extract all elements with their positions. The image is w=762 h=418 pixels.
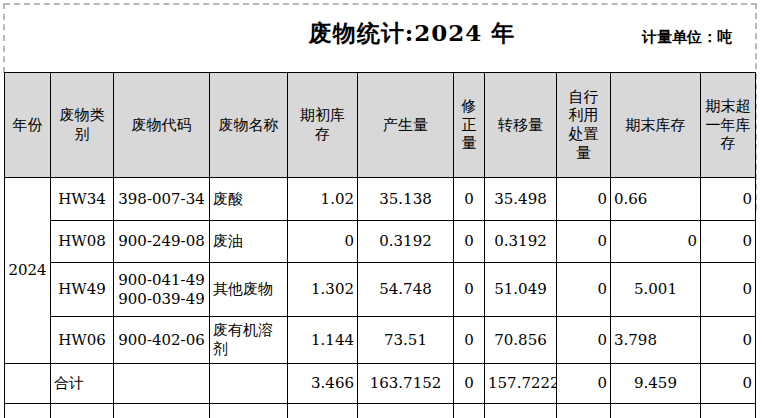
over-year-total-cell: 0	[701, 364, 756, 404]
corrected-cell: 0	[454, 317, 485, 364]
header-opening: 期初库 存	[288, 73, 358, 178]
empty-cell	[701, 404, 756, 418]
opening-cell: 1.02	[288, 178, 358, 221]
generated-cell: 54.748	[358, 263, 454, 317]
partial-empty-row	[5, 404, 756, 418]
corrected-cell: 0	[454, 263, 485, 317]
category-cell: HW06	[51, 317, 114, 364]
unit-label: 计量单位：吨	[642, 28, 732, 47]
empty-cell	[288, 404, 358, 418]
empty-cell	[114, 404, 210, 418]
self-disposal-cell: 0	[557, 263, 611, 317]
header-generated: 产生量	[358, 73, 454, 178]
empty-cell	[557, 404, 611, 418]
self-disposal-cell: 0	[557, 221, 611, 263]
transferred-cell: 35.498	[485, 178, 557, 221]
page-break-dash-top	[4, 3, 757, 5]
corrected-cell: 0	[454, 178, 485, 221]
header-over-year: 期末超 一年库 存	[701, 73, 756, 178]
generated-cell: 73.51	[358, 317, 454, 364]
header-transferred: 转移量	[485, 73, 557, 178]
ending-cell: 5.001	[611, 263, 701, 317]
total-row: 合计 3.466 163.7152 0 157.7222 0 9.459 0	[5, 364, 756, 404]
over-year-cell: 0	[701, 263, 756, 317]
code-cell: 900-402-06	[114, 317, 210, 364]
year-cell: 2024	[5, 178, 51, 364]
code-cell: 900-041-49 900-039-49	[114, 263, 210, 317]
name-cell-empty	[210, 364, 288, 404]
generated-cell: 35.138	[358, 178, 454, 221]
opening-cell: 1.144	[288, 317, 358, 364]
ending-total-cell: 9.459	[611, 364, 701, 404]
header-corrected: 修 正 量	[454, 73, 485, 178]
self-disposal-cell: 0	[557, 317, 611, 364]
name-cell: 废有机溶剂	[210, 317, 288, 364]
header-category: 废物类 别	[51, 73, 114, 178]
year-cell-empty	[5, 364, 51, 404]
self-disposal-total-cell: 0	[557, 364, 611, 404]
waste-statistics-table: 年份 废物类 别 废物代码 废物名称 期初库 存 产生量 修 正 量 转移量 自…	[4, 72, 756, 418]
generated-total-cell: 163.7152	[358, 364, 454, 404]
total-label-cell: 合计	[51, 364, 114, 404]
header-code: 废物代码	[114, 73, 210, 178]
code-cell: 398-007-34	[114, 178, 210, 221]
transferred-cell: 70.856	[485, 317, 557, 364]
header-ending: 期末库存	[611, 73, 701, 178]
waste-row: HW49 900-041-49 900-039-49 其他废物 1.302 54…	[5, 263, 756, 317]
waste-row: 2024 HW34 398-007-34 废酸 1.02 35.138 0 35…	[5, 178, 756, 221]
name-cell: 其他废物	[210, 263, 288, 317]
empty-cell	[358, 404, 454, 418]
opening-cell: 0	[288, 221, 358, 263]
header-name: 废物名称	[210, 73, 288, 178]
self-disposal-cell: 0	[557, 178, 611, 221]
waste-row: HW08 900-249-08 废油 0 0.3192 0 0.3192 0 0…	[5, 221, 756, 263]
ending-cell: 0.66	[611, 178, 701, 221]
ending-cell: 0	[611, 221, 701, 263]
corrected-total-cell: 0	[454, 364, 485, 404]
header-self-disposal: 自行 利用 处置 量	[557, 73, 611, 178]
header-year: 年份	[5, 73, 51, 178]
header-row: 年份 废物类 别 废物代码 废物名称 期初库 存 产生量 修 正 量 转移量 自…	[5, 73, 756, 178]
empty-cell	[485, 404, 557, 418]
corrected-cell: 0	[454, 221, 485, 263]
name-cell: 废油	[210, 221, 288, 263]
empty-cell	[611, 404, 701, 418]
empty-cell	[5, 404, 51, 418]
over-year-cell: 0	[701, 221, 756, 263]
empty-cell	[454, 404, 485, 418]
report-page: 废物统计:2024 年 计量单位：吨 年份 废物类 别 废物代码 废物名称 期初…	[0, 0, 762, 418]
waste-row: HW06 900-402-06 废有机溶剂 1.144 73.51 0 70.8…	[5, 317, 756, 364]
name-cell: 废酸	[210, 178, 288, 221]
transferred-cell: 51.049	[485, 263, 557, 317]
over-year-cell: 0	[701, 317, 756, 364]
transferred-cell: 0.3192	[485, 221, 557, 263]
transferred-total-cell: 157.7222	[485, 364, 557, 404]
page-title: 废物统计:2024 年	[309, 19, 516, 46]
opening-total-cell: 3.466	[288, 364, 358, 404]
category-cell: HW34	[51, 178, 114, 221]
code-cell-empty	[114, 364, 210, 404]
page-break-dash-left	[3, 3, 5, 73]
category-cell: HW08	[51, 221, 114, 263]
empty-cell	[51, 404, 114, 418]
code-cell: 900-249-08	[114, 221, 210, 263]
over-year-cell: 0	[701, 178, 756, 221]
empty-cell	[210, 404, 288, 418]
ending-cell: 3.798	[611, 317, 701, 364]
opening-cell: 1.302	[288, 263, 358, 317]
generated-cell: 0.3192	[358, 221, 454, 263]
category-cell: HW49	[51, 263, 114, 317]
